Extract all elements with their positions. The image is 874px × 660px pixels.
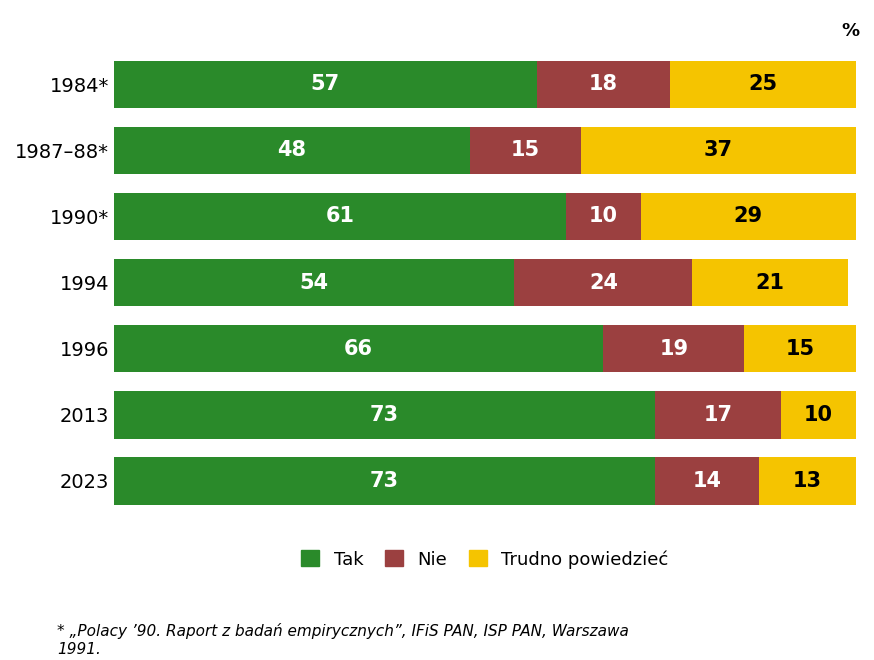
Bar: [692, 259, 848, 306]
Text: 73: 73: [370, 405, 399, 425]
Text: 10: 10: [804, 405, 833, 425]
Text: 29: 29: [733, 207, 763, 226]
Text: 61: 61: [326, 207, 355, 226]
Bar: [114, 391, 656, 438]
Text: 24: 24: [589, 273, 618, 292]
Text: %: %: [841, 22, 859, 40]
Text: 54: 54: [300, 273, 329, 292]
Text: 21: 21: [756, 273, 785, 292]
Bar: [515, 259, 692, 306]
Text: 18: 18: [589, 75, 618, 94]
Text: 19: 19: [659, 339, 689, 358]
Bar: [114, 325, 603, 372]
Text: 66: 66: [344, 339, 373, 358]
Bar: [114, 193, 566, 240]
Text: 15: 15: [786, 339, 815, 358]
Bar: [114, 127, 470, 174]
Text: 15: 15: [511, 141, 540, 160]
Bar: [114, 457, 656, 505]
Text: 13: 13: [793, 471, 822, 491]
Bar: [537, 61, 670, 108]
Bar: [114, 61, 537, 108]
Text: 48: 48: [277, 141, 307, 160]
Bar: [581, 127, 856, 174]
Bar: [566, 193, 641, 240]
Text: 37: 37: [704, 141, 733, 160]
Legend: Tak, Nie, Trudno powiedzieć: Tak, Nie, Trudno powiedzieć: [301, 550, 669, 568]
Bar: [603, 325, 745, 372]
Bar: [470, 127, 581, 174]
Bar: [656, 391, 781, 438]
Bar: [745, 325, 856, 372]
Text: 10: 10: [589, 207, 618, 226]
Bar: [781, 391, 856, 438]
Bar: [670, 61, 856, 108]
Text: 14: 14: [693, 471, 722, 491]
Bar: [656, 457, 760, 505]
Bar: [760, 457, 856, 505]
Bar: [114, 259, 515, 306]
Text: 73: 73: [370, 471, 399, 491]
Text: 17: 17: [704, 405, 733, 425]
Text: 57: 57: [310, 75, 340, 94]
Bar: [641, 193, 856, 240]
Text: * „Polacy ’90. Raport z badań empirycznych”, IFiS PAN, ISP PAN, Warszawa
1991.: * „Polacy ’90. Raport z badań empiryczny…: [57, 623, 628, 657]
Text: 25: 25: [748, 75, 778, 94]
